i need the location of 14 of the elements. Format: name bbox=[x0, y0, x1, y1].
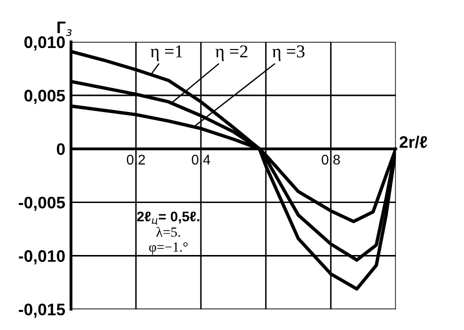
annotation: η =3 bbox=[272, 45, 304, 62]
x-axis-title: 2r/ℓ bbox=[400, 136, 427, 148]
y-axis-title: Г$_{з}$ bbox=[57, 22, 72, 36]
y-tick-label: -0,015 bbox=[18, 304, 65, 318]
y-tick-label: 0,005 bbox=[24, 90, 65, 104]
annotation: φ=−1.° bbox=[149, 242, 188, 255]
annotation: η =2 bbox=[215, 45, 248, 62]
annotation: 2ℓ$_{ц}$= 0,5ℓ. bbox=[137, 212, 200, 225]
y-tick-label: 0,010 bbox=[24, 36, 65, 51]
annotation: λ=5. bbox=[156, 226, 180, 237]
y-tick-label: -0,010 bbox=[18, 250, 65, 264]
y-tick-label: -0,005 bbox=[18, 196, 65, 211]
annotation: η =1 bbox=[150, 45, 182, 62]
y-tick-label: 0 bbox=[56, 143, 65, 156]
